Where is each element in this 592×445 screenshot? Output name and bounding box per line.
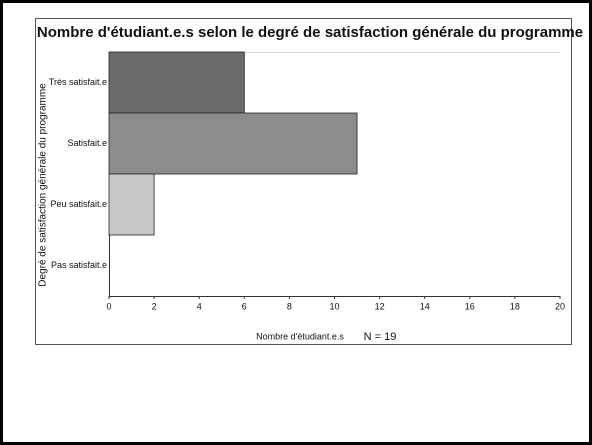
- y-tick-label: Peu satisfait.e: [50, 199, 107, 209]
- annotation: N = 19: [364, 331, 397, 343]
- bar: [108, 173, 155, 236]
- x-tick-label: 4: [197, 301, 202, 311]
- x-tick-label: 12: [375, 301, 385, 311]
- x-tick-label: 0: [106, 301, 111, 311]
- y-tick-label: Pas satisfait.e: [51, 260, 107, 270]
- chart-title: Nombre d'étudiant.e.s selon le degré de …: [37, 24, 583, 41]
- bar: [108, 51, 245, 114]
- x-tick-label: 20: [555, 301, 565, 311]
- bar: [108, 112, 358, 175]
- x-axis-label: Nombre d'étudiant.e.s: [256, 331, 344, 341]
- x-tick-label: 10: [329, 301, 339, 311]
- y-axis-label: Degré de satisfaction générale du progra…: [38, 83, 49, 287]
- x-tick-label: 14: [420, 301, 430, 311]
- x-tick-label: 2: [152, 301, 157, 311]
- x-tick-label: 18: [510, 301, 520, 311]
- x-tick-label: 6: [242, 301, 247, 311]
- y-tick-label: Satisfait.e: [67, 138, 107, 148]
- x-tick-label: 8: [287, 301, 292, 311]
- y-tick-label: Très satisfait.e: [49, 77, 107, 87]
- x-tick-label: 16: [465, 301, 475, 311]
